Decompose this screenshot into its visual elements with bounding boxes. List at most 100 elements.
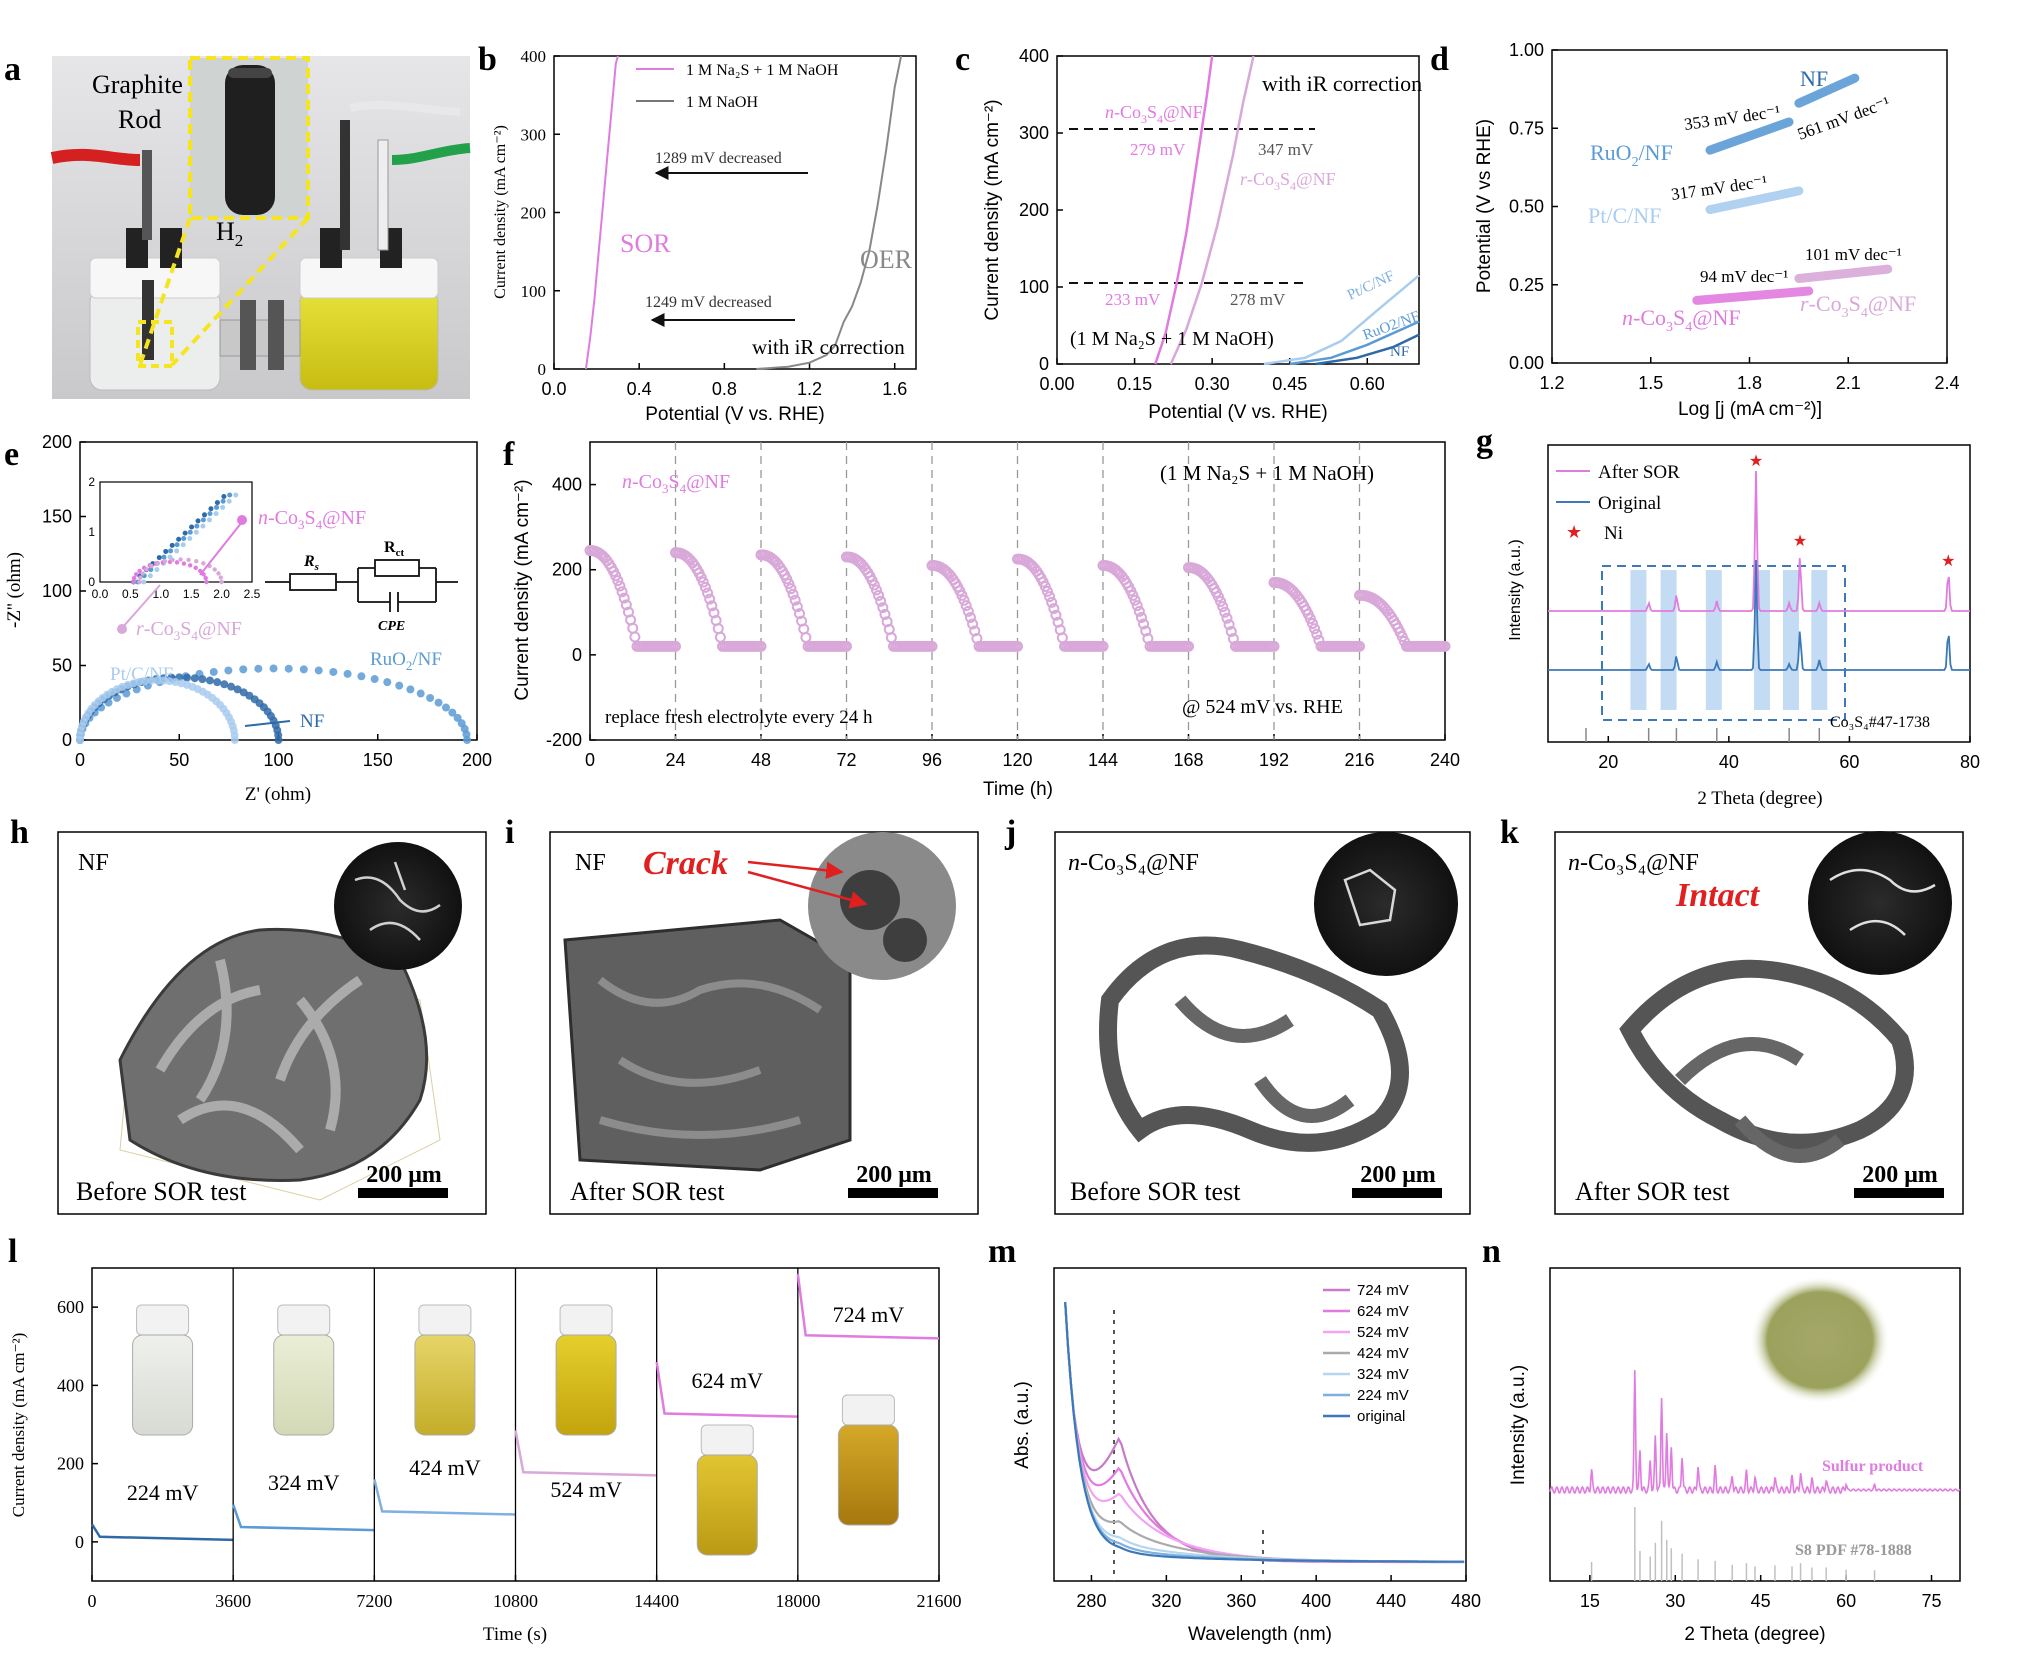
chart-e-point <box>434 698 443 707</box>
chart-e-inset-point <box>221 493 227 499</box>
chart-d-label-ptc: Pt/C/NF <box>1588 203 1661 228</box>
chart-b-ytick: 0 <box>538 360 547 379</box>
chart-f-point <box>755 640 767 652</box>
chart-e-ytick: 200 <box>42 432 72 452</box>
panel-a-gas: H2 <box>216 217 243 250</box>
chart-c-ytick: 100 <box>1019 277 1049 297</box>
chart-e-label-r: r-Co3S4@NF <box>136 618 242 643</box>
chart-e-point <box>370 675 379 684</box>
chart-f-point <box>841 640 852 652</box>
chart-c-ylabel: Current density (mA cm⁻²) <box>982 99 1003 320</box>
chart-d-xtick: 1.8 <box>1737 373 1762 393</box>
chart-f-point <box>612 575 624 587</box>
chart-f-point <box>629 631 641 643</box>
chart-g-ylabel: Intensity (a.u.) <box>1507 539 1524 640</box>
chart-e-inset-point <box>147 573 153 579</box>
chart-e-inset-point <box>200 517 206 523</box>
chart-e-ytick: 100 <box>42 581 72 601</box>
chart-f-point <box>1309 623 1321 635</box>
chart-m-xtick: 280 <box>1076 1591 1106 1611</box>
panel-k-scale: 200 μm <box>1862 1162 1938 1188</box>
chart-g-xtick: 20 <box>1598 752 1618 772</box>
chart-d-xtick: 2.1 <box>1836 373 1861 393</box>
chart-l: Time (s) Current density (mA cm⁻²) 0 3600… <box>9 1267 962 1645</box>
chart-e-point <box>453 713 462 722</box>
chart-e-inset-point <box>140 571 145 576</box>
chart-f-point <box>1439 640 1451 652</box>
chart-e-point <box>205 676 214 685</box>
chart-e-point <box>441 703 450 712</box>
chart-e-point <box>357 672 366 681</box>
chart-f-point <box>962 605 974 617</box>
chart-e-point <box>395 681 404 690</box>
chart-e-inset-xtick: 0.0 <box>92 587 109 601</box>
chart-f-point <box>958 594 970 606</box>
chart-d-series-3 <box>1705 186 1804 215</box>
chart-e-inset-point <box>174 548 180 554</box>
chart-e-circuit-rs: Rs <box>303 553 319 573</box>
chart-e-xtick: 50 <box>169 750 189 770</box>
chart-m-legend-label: 224 mV <box>1357 1387 1409 1404</box>
chart-f-point <box>1131 600 1143 612</box>
chart-e-inset-point <box>194 523 200 529</box>
chart-f-point <box>1048 603 1060 615</box>
chart-f-point <box>967 618 979 630</box>
chart-f-point <box>670 640 681 652</box>
chart-e-point <box>284 664 293 673</box>
panel-j-inset <box>1314 832 1458 976</box>
chart-m-xtick: 400 <box>1301 1591 1331 1611</box>
chart-l-ytick: 400 <box>57 1375 84 1395</box>
chart-g-highlight <box>1811 570 1828 710</box>
chart-f-point <box>706 600 718 612</box>
chart-l-xtick: 10800 <box>493 1591 538 1611</box>
panel-a-photo: Graphite Rod H2 <box>50 56 471 399</box>
chart-f-point <box>785 583 797 595</box>
chart-l-xtick: 18000 <box>775 1591 820 1611</box>
chart-l-step-line <box>655 1361 798 1418</box>
chart-f-point <box>873 589 885 601</box>
chart-f-point <box>926 640 938 652</box>
chart-f-point <box>1135 611 1147 623</box>
chart-e-point <box>426 693 435 702</box>
chart-e-ylabel: -Z'' (ohm) <box>4 552 25 628</box>
chart-f-point <box>789 594 801 606</box>
chart-l-ytick: 0 <box>75 1532 84 1552</box>
chart-e-inset-xtick: 2.5 <box>244 587 261 601</box>
chart-l-ytick: 200 <box>57 1454 84 1474</box>
chart-e-xtick: 150 <box>363 750 393 770</box>
panel-h-scale: 200 μm <box>366 1162 442 1188</box>
chart-e-inset-point <box>131 579 136 585</box>
chart-f-xlabel: Time (h) <box>983 779 1053 800</box>
chart-l-vial-cap <box>559 1304 613 1336</box>
chart-c-series-1 <box>1154 55 1214 365</box>
chart-e-inset-point <box>213 511 219 517</box>
chart-g-xlabel: 2 Theta (degree) <box>1697 788 1822 809</box>
chart-e-inset-point <box>186 557 191 563</box>
chart-f-annot-electrolyte: (1 M Na₂S + 1 M NaOH) <box>1160 461 1374 485</box>
chart-e-inset-point <box>195 518 201 524</box>
chart-m-series-2 <box>1064 1301 1465 1564</box>
chart-e-label-n: n-Co3S4@NF <box>258 507 366 532</box>
chart-c-xtick: 0.60 <box>1350 374 1385 394</box>
chart-e-inset-point <box>187 529 193 535</box>
chart-g-highlight <box>1782 570 1799 710</box>
chart-e-inset-point <box>154 567 160 573</box>
chart-f-point <box>1268 640 1280 652</box>
chart-m-xlabel: Wavelength (nm) <box>1188 1624 1332 1645</box>
chart-l-step-label: 724 mV <box>833 1302 905 1327</box>
chart-e: Z' (ohm) -Z'' (ohm) 0 50 100 150 200 0 50 100 15… <box>4 432 492 805</box>
panel-label-j: j <box>1004 814 1016 851</box>
chart-l-step-label: 424 mV <box>409 1455 481 1480</box>
chart-e-point <box>343 669 352 678</box>
chart-g-dashed-box <box>1601 565 1846 721</box>
chart-m-legend-label: 624 mV <box>1357 1303 1409 1320</box>
chart-e-point <box>254 664 263 673</box>
chart-c-ytick: 400 <box>1019 46 1049 66</box>
chart-b-xtick: 0.8 <box>712 379 737 399</box>
chart-e-leader-r <box>121 584 161 629</box>
chart-e-inset-point <box>163 548 169 554</box>
chart-b-xtick: 0.0 <box>541 379 566 399</box>
chart-e-inset-point <box>203 575 208 581</box>
chart-e-xtick: 200 <box>462 750 492 770</box>
chart-c-annot-233: 233 mV <box>1105 290 1161 309</box>
